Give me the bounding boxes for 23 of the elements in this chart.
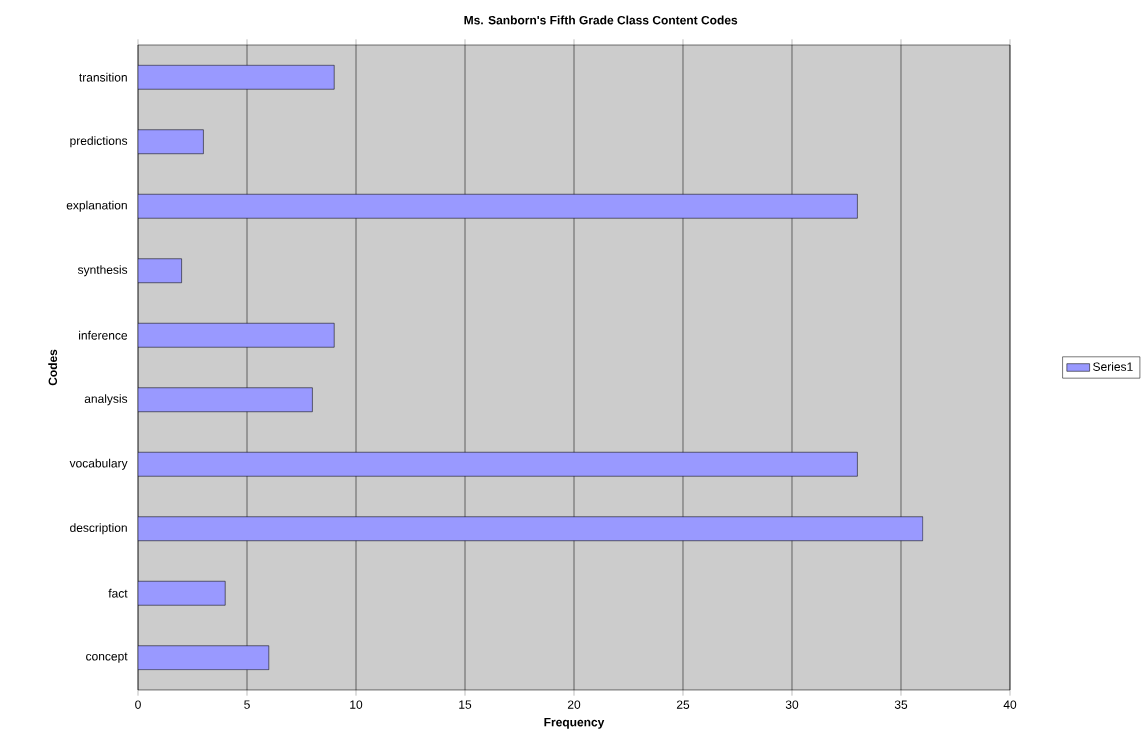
x-tick-label: 35	[894, 700, 908, 709]
y-tick-label: predictions	[70, 136, 128, 148]
x-tick-label: 0	[135, 700, 141, 709]
y-tick-label: inference	[79, 330, 128, 340]
y-tick-label: vocabulary	[69, 458, 128, 470]
y-tick-label: description	[70, 523, 127, 535]
x-tick-label: 25	[676, 700, 690, 709]
x-tick-label: 5	[244, 700, 250, 709]
x-tick-label: 30	[785, 700, 799, 709]
chart-title: Ms. Sanborn's Fifth Grade Class Content Codes	[464, 15, 738, 25]
legend-label: Series1	[1093, 362, 1133, 371]
x-tick-label: 15	[459, 700, 472, 709]
x-tick-label: 20	[567, 700, 581, 709]
x-tick-label: 10	[350, 700, 363, 709]
y-tick-label: transition	[79, 72, 127, 82]
y-tick-label: concept	[86, 652, 128, 663]
x-tick-label: 40	[1003, 700, 1017, 709]
y-tick-label: analysis	[84, 394, 128, 406]
y-axis-title: Codes	[48, 349, 58, 386]
x-axis-title: Frequency	[544, 718, 605, 729]
y-tick-label: fact	[108, 588, 128, 598]
y-tick-label: explanation	[66, 200, 127, 212]
y-tick-label: synthesis	[77, 265, 128, 277]
